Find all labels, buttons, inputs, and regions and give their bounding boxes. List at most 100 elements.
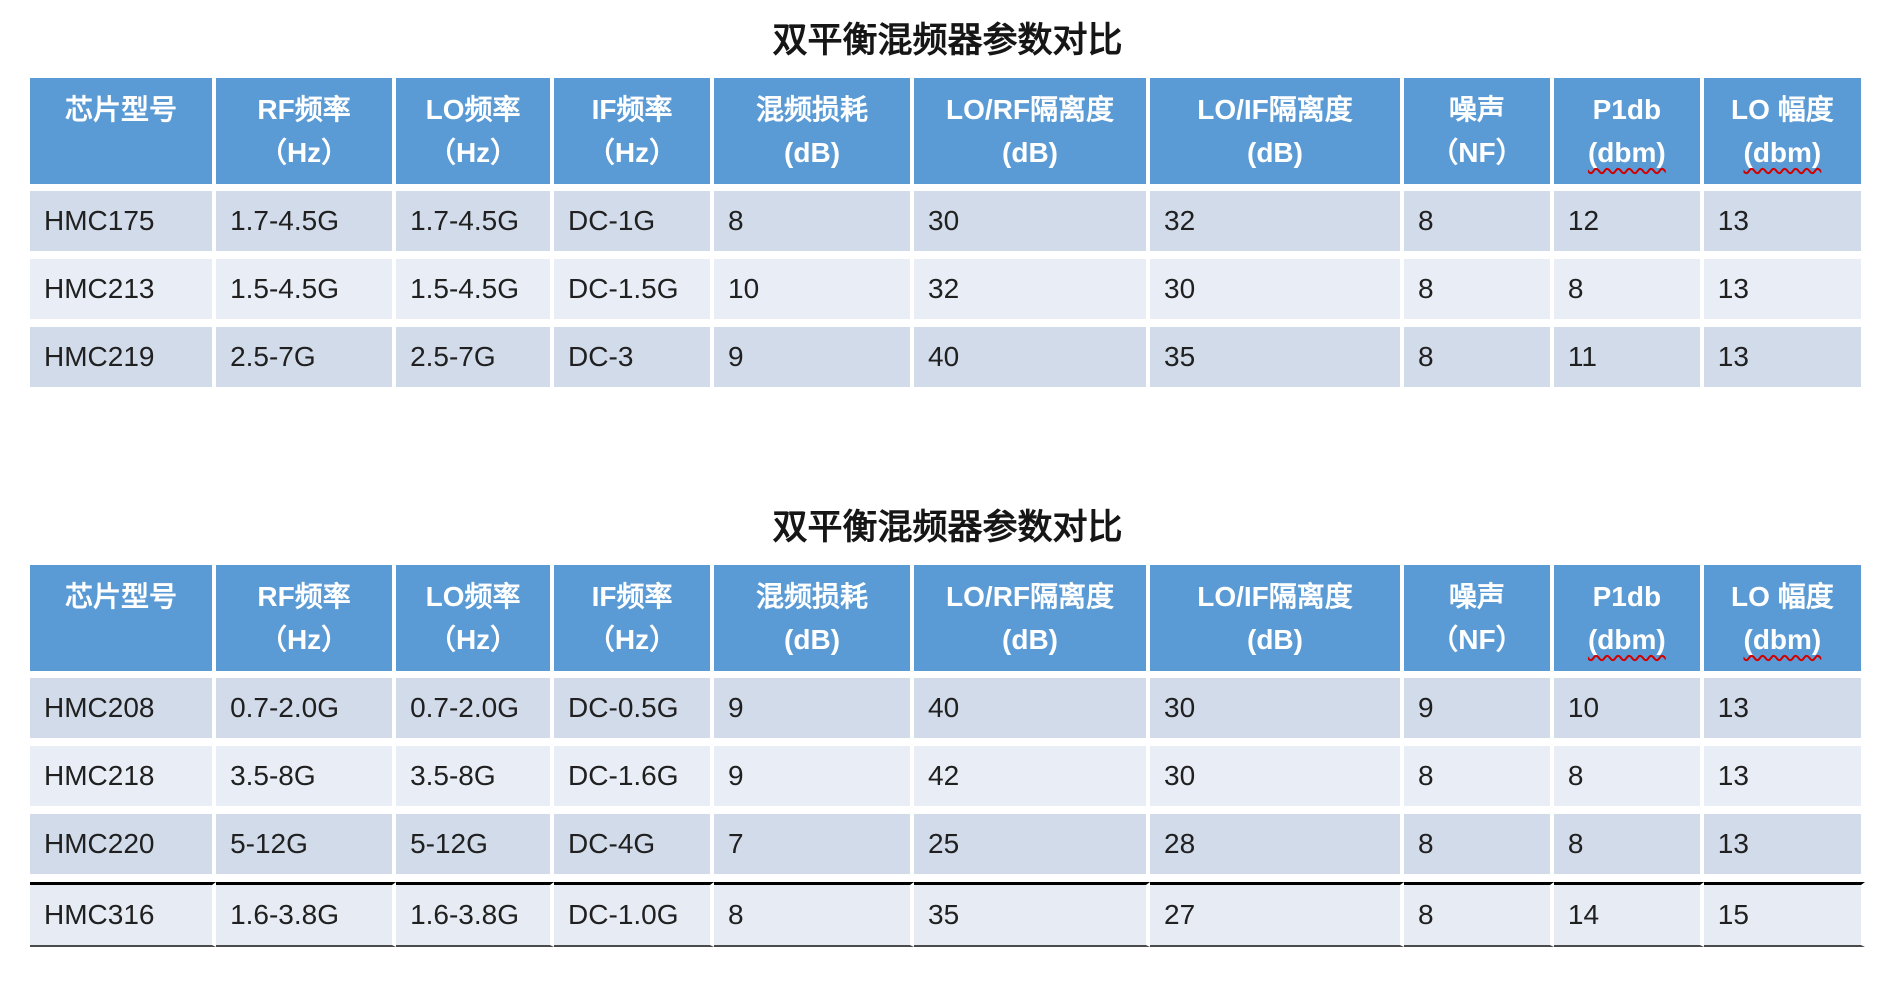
table-row: HMC220 5-12G 5-12G DC-4G 7 25 28 8 8 13: [30, 814, 1865, 882]
column-header: LO 幅度 (dbm): [1703, 565, 1865, 678]
column-header-unit: (dB): [784, 137, 841, 169]
mixer-table-section-1: 双平衡混频器参数对比 芯片型号 RF频率 （Hz） LO频率 （Hz） IF频率 （Hz） 混…: [30, 20, 1865, 395]
column-header-label: 噪声: [1448, 94, 1505, 125]
table-cell: 30: [914, 191, 1151, 259]
table-cell: 13: [1703, 327, 1865, 395]
table-row: HMC175 1.7-4.5G 1.7-4.5G DC-1G 8 30 32 8 12 13: [30, 191, 1865, 259]
column-header-unit: (dbm): [1587, 624, 1666, 656]
column-header: LO/IF隔离度 (dB): [1150, 78, 1404, 191]
table-cell: 40: [914, 327, 1151, 395]
table-row: HMC219 2.5-7G 2.5-7G DC-3 9 40 35 8 11 13: [30, 327, 1865, 395]
column-header: LO/IF隔离度 (dB): [1150, 565, 1404, 678]
column-header-unit: (dbm): [1743, 137, 1822, 169]
column-header: 混频损耗 (dB): [714, 78, 915, 191]
table-cell: 8: [1403, 327, 1554, 395]
table-cell: 32: [914, 259, 1151, 327]
column-header: LO频率 （Hz）: [396, 565, 555, 678]
table-cell: 30: [1150, 746, 1404, 814]
column-header-unit: (dbm): [1743, 624, 1822, 656]
column-header-label: 芯片型号: [65, 94, 178, 125]
table-cell: DC-4G: [554, 814, 715, 882]
table-cell: HMC175: [30, 191, 217, 259]
table-cell: 0.7-2.0G: [396, 678, 555, 746]
table-row: HMC218 3.5-8G 3.5-8G DC-1.6G 9 42 30 8 8 13: [30, 746, 1865, 814]
column-header-label: LO频率: [425, 94, 521, 125]
table-cell: 5-12G: [216, 814, 397, 882]
table-row: HMC208 0.7-2.0G 0.7-2.0G DC-0.5G 9 40 30 9 10 13: [30, 678, 1865, 746]
table-cell: 13: [1703, 191, 1865, 259]
column-header: 芯片型号: [30, 78, 217, 191]
table-cell: 9: [714, 327, 915, 395]
column-header-label: IF频率: [591, 581, 673, 612]
table-cell: 25: [914, 814, 1151, 882]
table-cell: 1.7-4.5G: [216, 191, 397, 259]
table-cell: 3.5-8G: [216, 746, 397, 814]
table-cell: 8: [1553, 814, 1704, 882]
column-header: LO/RF隔离度 (dB): [914, 78, 1151, 191]
column-header-label: LO 幅度: [1731, 94, 1834, 125]
table-cell: 8: [1403, 746, 1554, 814]
table-cell: 11: [1553, 327, 1704, 395]
table-cell: 1.6-3.8G: [396, 882, 555, 947]
column-header-unit: (dbm): [1587, 137, 1666, 169]
column-header: RF频率 （Hz）: [216, 565, 397, 678]
column-header-unit: (dB): [1247, 137, 1303, 169]
table-cell: 9: [1403, 678, 1554, 746]
table-cell: 12: [1553, 191, 1704, 259]
table-cell: 15: [1703, 882, 1865, 947]
column-header-label: LO/RF隔离度: [946, 94, 1115, 125]
mixer-comparison-table-1: 芯片型号 RF频率 （Hz） LO频率 （Hz） IF频率 （Hz） 混频损耗 (dB) LO/R…: [30, 78, 1865, 395]
column-header: IF频率 （Hz）: [554, 78, 715, 191]
table-title-1: 双平衡混频器参数对比: [772, 21, 1123, 60]
header-row: 芯片型号 RF频率 （Hz） LO频率 （Hz） IF频率 （Hz） 混频损耗 (dB) LO/R…: [30, 78, 1865, 191]
column-header: LO 幅度 (dbm): [1703, 78, 1865, 191]
table-cell: 13: [1703, 746, 1865, 814]
column-header-label: RF频率: [257, 581, 351, 612]
table-cell: 35: [914, 882, 1151, 947]
column-header-unit: （Hz）: [586, 137, 678, 169]
table-cell: 42: [914, 746, 1151, 814]
column-header-label: RF频率: [257, 94, 351, 125]
table-cell: HMC316: [30, 882, 217, 947]
header-row: 芯片型号 RF频率 （Hz） LO频率 （Hz） IF频率 （Hz） 混频损耗 (dB) LO/R…: [30, 565, 1865, 678]
table-cell: 8: [1403, 814, 1554, 882]
mixer-table-section-2: 双平衡混频器参数对比 芯片型号 RF频率 （Hz） LO频率 （Hz） IF频率 （Hz） 混…: [30, 507, 1865, 947]
table-cell: DC-0.5G: [554, 678, 715, 746]
table-cell: DC-1.5G: [554, 259, 715, 327]
table-cell: 9: [714, 746, 915, 814]
column-header-label: 混频损耗: [756, 94, 869, 125]
table-cell: 40: [914, 678, 1151, 746]
slide-page: 双平衡混频器参数对比 芯片型号 RF频率 （Hz） LO频率 （Hz） IF频率 （Hz） 混…: [30, 20, 1865, 947]
column-header-label: 噪声: [1448, 581, 1505, 612]
column-header-unit: （Hz）: [258, 624, 350, 656]
column-header-unit: (dB): [1002, 624, 1059, 656]
table-cell: DC-1G: [554, 191, 715, 259]
table-cell: 35: [1150, 327, 1404, 395]
table-row: HMC213 1.5-4.5G 1.5-4.5G DC-1.5G 10 32 30 8 8 13: [30, 259, 1865, 327]
column-header-label: IF频率: [591, 94, 673, 125]
table-cell: 13: [1703, 814, 1865, 882]
table-cell: HMC213: [30, 259, 217, 327]
column-header-unit: （Hz）: [586, 624, 678, 656]
column-header-unit: (dB): [784, 624, 841, 656]
table-cell: 30: [1150, 678, 1404, 746]
table-cell: 13: [1703, 678, 1865, 746]
table-cell: 8: [1403, 882, 1554, 947]
column-header-label: P1db: [1592, 581, 1662, 612]
column-header-unit: (dB): [1247, 624, 1303, 656]
column-header-label: 混频损耗: [756, 581, 869, 612]
table-cell: 8: [714, 191, 915, 259]
column-header: LO频率 （Hz）: [396, 78, 555, 191]
table-cell: HMC219: [30, 327, 217, 395]
table-cell: 8: [1553, 746, 1704, 814]
column-header: LO/RF隔离度 (dB): [914, 565, 1151, 678]
column-header: RF频率 （Hz）: [216, 78, 397, 191]
table-cell: 2.5-7G: [216, 327, 397, 395]
table-cell: 10: [1553, 678, 1704, 746]
table-cell: 8: [714, 882, 915, 947]
table-cell: 1.5-4.5G: [396, 259, 555, 327]
table-cell: DC-1.0G: [554, 882, 715, 947]
table-cell: 1.7-4.5G: [396, 191, 555, 259]
table-cell: HMC218: [30, 746, 217, 814]
mixer-comparison-table-2: 芯片型号 RF频率 （Hz） LO频率 （Hz） IF频率 （Hz） 混频损耗 (dB) LO/R…: [30, 565, 1865, 947]
